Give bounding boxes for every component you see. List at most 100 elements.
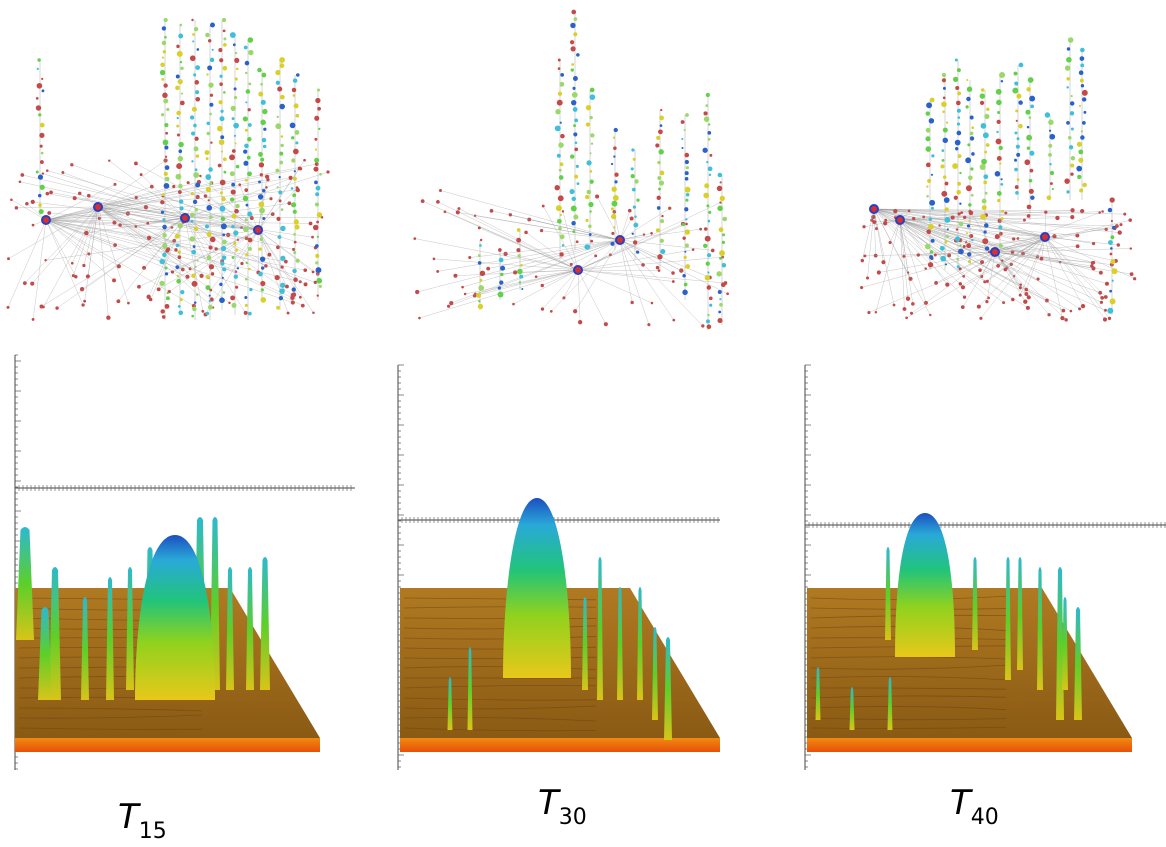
edge	[619, 239, 644, 266]
node	[519, 274, 524, 279]
node	[220, 216, 226, 222]
node	[112, 278, 116, 283]
node	[705, 319, 710, 324]
node	[571, 221, 576, 226]
node	[280, 225, 286, 232]
node	[162, 218, 166, 222]
node	[41, 172, 45, 175]
node	[258, 151, 263, 157]
node	[516, 248, 521, 253]
node	[292, 247, 296, 251]
node	[655, 228, 660, 233]
node	[206, 255, 212, 260]
node	[955, 85, 960, 91]
node	[244, 60, 250, 66]
node	[955, 147, 959, 151]
node	[1001, 209, 1004, 213]
edge	[74, 197, 186, 219]
node	[655, 143, 660, 148]
node	[953, 195, 958, 200]
node	[290, 187, 294, 190]
node	[275, 69, 281, 76]
node	[957, 154, 962, 158]
node	[291, 202, 297, 208]
node	[280, 135, 284, 138]
node	[631, 187, 636, 192]
node	[164, 176, 170, 182]
node	[586, 160, 592, 166]
node	[685, 192, 690, 197]
node	[912, 216, 916, 221]
node	[941, 78, 947, 83]
node	[969, 136, 975, 141]
node	[657, 254, 663, 260]
edge	[150, 217, 186, 300]
node	[574, 174, 579, 179]
node	[1078, 149, 1084, 155]
edge	[45, 219, 188, 277]
edge	[875, 219, 901, 313]
node	[176, 110, 182, 116]
node	[432, 257, 436, 261]
node	[195, 65, 201, 70]
node	[112, 220, 117, 225]
node	[1110, 259, 1116, 265]
node	[952, 76, 959, 82]
node	[191, 273, 196, 278]
edge	[899, 219, 914, 304]
node	[994, 171, 1001, 177]
node	[717, 205, 723, 212]
node	[180, 92, 184, 95]
node	[258, 162, 265, 168]
node	[1103, 295, 1108, 299]
node	[576, 53, 580, 57]
edge	[619, 239, 650, 325]
node	[193, 226, 199, 232]
node	[84, 230, 89, 236]
node	[1000, 217, 1004, 221]
node	[571, 196, 576, 202]
node	[527, 217, 532, 222]
node	[262, 144, 267, 149]
node	[940, 164, 945, 169]
node	[722, 216, 728, 222]
node	[954, 236, 961, 242]
node	[315, 185, 321, 191]
node	[717, 318, 723, 324]
node	[230, 105, 236, 112]
node	[1068, 145, 1074, 150]
node	[1030, 195, 1035, 200]
node	[170, 270, 175, 274]
node	[1027, 77, 1034, 83]
node	[570, 68, 574, 72]
node	[1066, 190, 1070, 194]
node	[292, 268, 297, 274]
node	[1110, 219, 1114, 223]
node	[223, 170, 227, 174]
node	[233, 274, 239, 279]
node	[1066, 47, 1071, 51]
node	[291, 136, 295, 140]
node	[703, 243, 708, 249]
node	[958, 267, 962, 271]
node	[707, 313, 710, 317]
node	[612, 195, 619, 201]
node	[244, 143, 249, 149]
node	[160, 309, 165, 314]
node	[269, 197, 273, 201]
node	[558, 142, 564, 148]
node	[996, 130, 999, 134]
terrain-ridge	[403, 685, 597, 689]
node	[959, 171, 962, 175]
edge	[1026, 236, 1046, 290]
node	[36, 67, 39, 70]
node	[1026, 125, 1030, 129]
node	[630, 174, 635, 179]
node	[870, 218, 874, 222]
node	[997, 110, 1001, 115]
node	[193, 73, 197, 77]
node	[113, 243, 117, 247]
node	[930, 238, 935, 243]
edge	[148, 217, 186, 239]
edge	[97, 206, 303, 306]
